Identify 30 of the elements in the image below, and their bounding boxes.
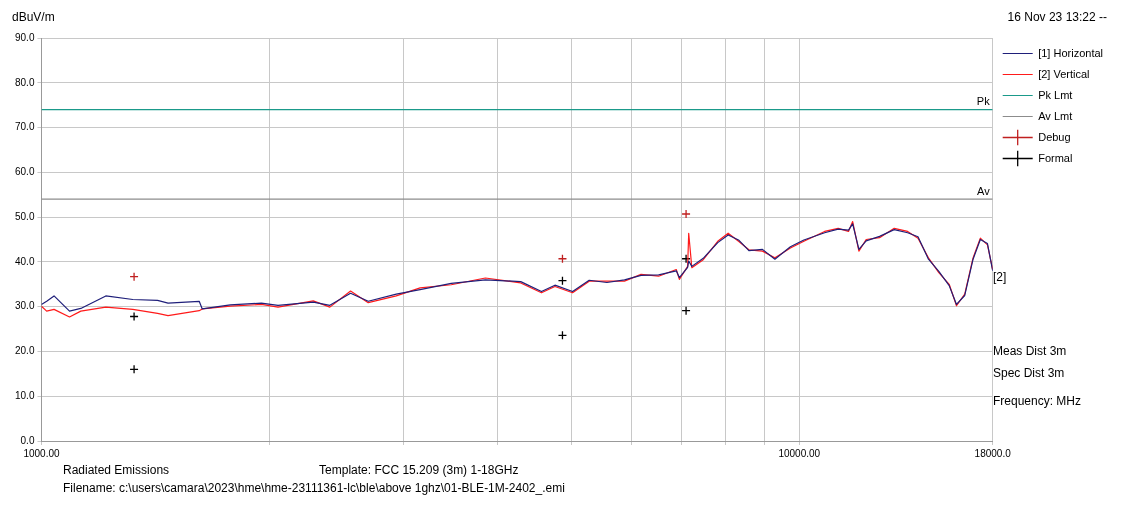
text: Radiated Emissions xyxy=(63,463,170,477)
text: 16 Nov 23 13:22 -- xyxy=(1007,10,1107,24)
x-axis-title: Frequency: MHz xyxy=(993,394,1082,408)
y-tick-label: 50.0 xyxy=(14,210,35,222)
text: Filename: c:\users\camara\2023\hme\hme-23111361-lc\ble\above 1ghz\01-BLE-1M-2402_.emi xyxy=(63,481,566,495)
y-axis-title: dBuV/m xyxy=(12,10,55,24)
legend-label: [1] Horizontal xyxy=(1038,46,1103,59)
annotation: Av xyxy=(977,184,991,197)
legend-label: Debug xyxy=(1038,130,1071,143)
y-tick-label: 70.0 xyxy=(14,121,35,133)
x-tick-label: 10000.00 xyxy=(778,447,821,459)
text: Spec Dist 3m xyxy=(993,366,1066,380)
y-tick-label: 10.0 xyxy=(14,389,35,401)
y-tick-label: 40.0 xyxy=(14,255,35,267)
text: Template: FCC 15.209 (3m) 1-18GHz xyxy=(319,463,519,477)
legend-label: Formal xyxy=(1038,151,1073,164)
x-tick-label: 1000.00 xyxy=(23,447,60,459)
y-tick-label: 60.0 xyxy=(14,166,35,178)
text: [2] xyxy=(993,270,1008,284)
legend-label: Av Lmt xyxy=(1038,109,1073,122)
legend-label: Pk Lmt xyxy=(1038,88,1073,101)
y-tick-label: 80.0 xyxy=(14,76,35,88)
annotation: Pk xyxy=(976,95,991,108)
y-tick-label: 30.0 xyxy=(14,300,35,312)
y-tick-label: 20.0 xyxy=(14,345,35,357)
x-tick-label: 18000.0 xyxy=(974,447,1012,459)
text: Meas Dist 3m xyxy=(993,344,1068,358)
y-tick-label: 0.0 xyxy=(20,434,35,446)
legend-label: [2] Vertical xyxy=(1038,67,1090,80)
y-tick-label: 90.0 xyxy=(14,31,35,43)
